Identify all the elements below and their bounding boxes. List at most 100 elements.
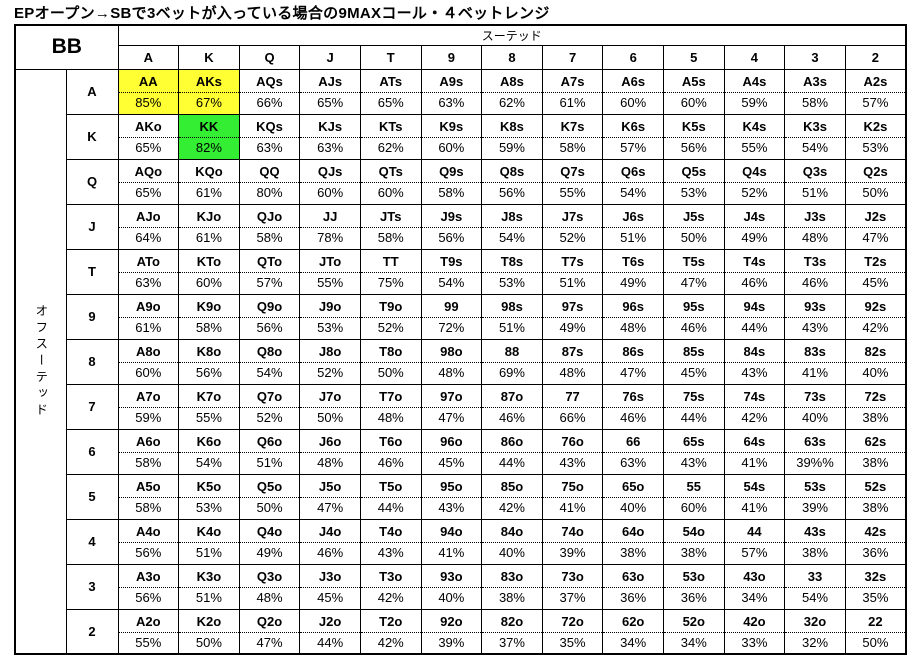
hand-cell-55: 55 60% [662,473,725,520]
hand-name: A7s [543,70,602,93]
hand-name: Q6o [240,430,299,453]
range-row-A: オフスーテッド A AA 85% AKs 67% AQs 66% AJs 65% ATs 65% A9s… [14,68,907,655]
hand-percentage: 40% [438,590,465,605]
hand-cell-K2o: K2o 50% [178,608,240,655]
hand-percentage: 50% [862,634,889,650]
hand-name: K6s [603,115,663,138]
hand-name: QQ [240,160,299,183]
hand-percentage: 52% [317,365,344,380]
hand-cell-T5s: T5s 47% [662,248,725,295]
hand-percentage: 51% [256,455,283,470]
page-title: EPオープン→SBで3ベットが入っている場合の9MAXコール・４ベットレンジ [14,5,550,22]
hand-percentage: 67% [195,95,222,110]
hand-cell-65s: 65s 43% [662,428,725,475]
hand-name: J9s [422,205,481,228]
hand-cell-QQ: QQ 80% [238,158,301,205]
hand-name: J8s [482,205,542,228]
hand-cell-83o: 83o 38% [481,563,543,610]
hand-cell-A3o: A3o 56% [117,563,180,610]
hand-cell-JTs: JTs 58% [359,203,422,250]
hand-name: KQo [179,160,239,183]
hand-cell-J3o: J3o 45% [299,563,361,610]
hand-cell-T3s: T3s 46% [784,248,846,295]
hand-percentage: 58% [559,140,586,155]
hand-percentage: 34% [620,634,647,650]
hand-cell-84s: 84s 43% [723,338,786,385]
hand-percentage: 47% [256,634,283,650]
hand-cell-T2s: T2s 45% [844,248,907,295]
hand-percentage: 35% [862,590,889,605]
hand-name: 32o [785,610,845,633]
hand-percentage: 32% [801,634,829,650]
hand-percentage: 61% [195,230,222,245]
hand-percentage: 40% [498,545,525,560]
hand-name: 98s [482,295,542,318]
hand-name: K7o [179,385,239,408]
hand-cell-KQo: KQo 61% [178,158,240,205]
hand-name: ATs [361,70,421,93]
hand-percentage: 48% [559,365,586,380]
hand-name: 53s [785,475,845,498]
hand-percentage: 46% [620,410,647,425]
hand-cell-A9s: A9s 63% [420,68,483,115]
hand-cell-T7o: T7o 48% [359,383,422,430]
hand-percentage: 55% [195,410,222,425]
hand-cell-63s: 63s 39%% [784,428,846,475]
hand-name: T3o [361,565,421,588]
hand-cell-98s: 98s 51% [481,293,543,340]
hand-name: KTo [179,250,239,273]
hand-percentage: 41% [741,455,768,470]
hand-cell-J4s: J4s 49% [723,203,786,250]
hand-percentage: 60% [438,140,465,155]
hand-name: J2o [300,610,360,633]
hand-cell-52o: 52o 34% [662,608,725,655]
hand-name: T8s [482,250,542,273]
hand-percentage: 48% [317,455,344,470]
hand-cell-A6s: A6s 60% [602,68,664,115]
hand-percentage: 64% [135,230,162,245]
hand-cell-63o: 63o 36% [602,563,664,610]
hand-name: 96s [603,295,663,318]
hand-cell-85o: 85o 42% [481,473,543,520]
hand-cell-42o: 42o 33% [723,608,786,655]
hand-percentage: 47% [438,410,465,425]
hand-percentage: 51% [195,590,222,605]
hand-cell-74o: 74o 39% [541,518,604,565]
hand-percentage: 44% [680,410,707,425]
hand-percentage: 45% [680,365,707,380]
hand-name: KQs [240,115,299,138]
hand-cell-76s: 76s 46% [602,383,664,430]
col-header-A: A [117,44,180,70]
hand-cell-J5s: J5s 50% [662,203,725,250]
hand-name: K3o [179,565,239,588]
col-header-9: 9 [420,44,483,70]
hand-cell-66: 66 63% [602,428,664,475]
hand-name: KJs [300,115,360,138]
hand-cell-J7o: J7o 50% [299,383,361,430]
hand-percentage: 54% [801,140,829,155]
hand-name: K8s [482,115,542,138]
hand-percentage: 78% [317,230,344,245]
row-header-A: A [65,68,119,115]
hand-name: T5o [361,475,421,498]
hand-cell-33: 33 54% [784,563,846,610]
hand-name: A3o [118,565,178,588]
hand-cell-K3s: K3s 54% [784,113,846,160]
hand-cell-95o: 95o 43% [420,473,483,520]
hand-cell-75o: 75o 41% [541,473,604,520]
row-header-9: 9 [65,293,119,340]
col-header-7: 7 [541,44,604,70]
hand-cell-86s: 86s 47% [602,338,664,385]
hand-cell-QTs: QTs 60% [359,158,422,205]
hand-cell-87s: 87s 48% [541,338,604,385]
hand-name: QJs [300,160,360,183]
hand-name: 83o [482,565,542,588]
hand-percentage: 46% [741,275,768,290]
hand-cell-95s: 95s 46% [662,293,725,340]
hand-name: Q8o [240,340,299,363]
hand-name: K5s [664,115,724,138]
hand-cell-J7s: J7s 52% [541,203,604,250]
hand-cell-A4s: A4s 59% [723,68,786,115]
hand-percentage: 39% [438,634,465,650]
hand-percentage: 59% [135,410,162,425]
